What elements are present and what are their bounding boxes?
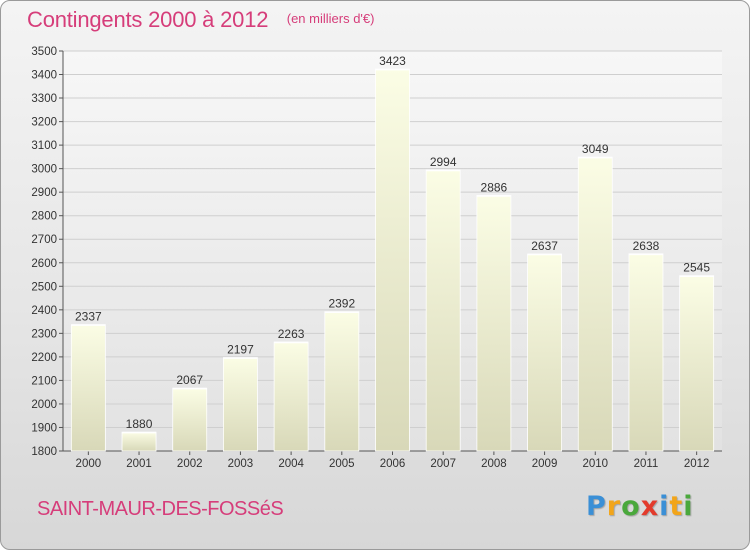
y-tick-label: 2400 [31,305,57,317]
y-tick-label: 2700 [31,234,57,246]
bar-2001 [121,431,157,452]
bar-2000 [70,324,106,452]
data-label-2003: 2197 [227,343,254,357]
bar-2010 [577,156,613,452]
bar-2002 [172,387,208,452]
y-tick-label: 2200 [31,352,57,364]
y-tick-label: 2100 [31,375,57,387]
y-tick-label: 3500 [31,46,57,58]
y-tick-label: 2600 [31,258,57,270]
x-tick-label-2010: 2010 [582,458,608,470]
bar-2006 [375,68,410,452]
data-label-2008: 2886 [481,180,508,194]
data-label-2002: 2067 [176,373,203,387]
bar-2009 [527,253,562,452]
brand-letter: i [659,491,670,522]
data-label-2006: 3423 [379,54,406,68]
data-label-2007: 2994 [430,155,457,169]
bar-2004 [273,341,309,452]
bar-2011 [628,253,664,452]
data-labels: 2337 1880 2067 2197 2263 2392 3423 2994 2886 2637… [75,54,710,431]
x-tick-label-2003: 2003 [228,458,254,470]
data-label-2011: 2638 [633,239,660,253]
bar-2005 [324,311,360,452]
data-label-2009: 2637 [531,239,558,253]
brand-logo: Proxiti [586,491,694,522]
title-row: Contingents 2000 à 2012 (en milliers d'€… [27,7,374,33]
data-label-2010: 3049 [582,142,609,156]
commune-name: SAINT-MAUR-DES-FOSSéS [37,498,284,520]
y-tick-label: 2000 [31,399,57,411]
brand-letter: r [606,491,622,522]
x-tick-label-2002: 2002 [177,458,203,470]
x-tick-label-2001: 2001 [126,458,152,470]
y-tick-label: 3200 [31,117,57,129]
chart-title: Contingents 2000 à 2012 [27,7,269,32]
brand-letter: x [640,491,660,522]
data-label-2000: 2337 [75,310,102,324]
data-label-2004: 2263 [278,327,305,341]
x-tick-label-2011: 2011 [634,458,659,470]
x-tick-label-2008: 2008 [481,458,507,470]
y-tick-label: 3100 [31,140,57,152]
chart-subtitle: (en milliers d'€) [286,11,375,26]
y-tick-label: 2300 [31,328,57,340]
y-tick-label: 1900 [31,422,57,434]
x-tick-label-2006: 2006 [380,458,406,470]
data-label-2001: 1880 [126,417,153,431]
brand-letter: t [669,491,684,522]
y-tick-label: 3400 [31,70,57,82]
x-tick-label-2009: 2009 [532,458,558,470]
x-tick-label-2007: 2007 [430,458,456,470]
brand-letter: P [586,491,607,522]
bars [70,68,715,452]
brand-letter: o [621,491,641,522]
data-label-2012: 2545 [683,261,710,275]
y-tick-label: 2900 [31,187,57,199]
y-tick-label: 1800 [31,446,57,458]
brand-letter: i [683,491,694,522]
bar-2003 [223,357,258,452]
bar-2007 [425,169,461,452]
x-tick-label-2005: 2005 [329,458,355,470]
x-tick-label-2012: 2012 [684,458,710,470]
bar-2008 [476,195,512,452]
x-tick-label-2000: 2000 [76,458,102,470]
y-tick-label: 3000 [31,164,57,176]
x-tick-label-2004: 2004 [278,458,304,470]
data-label-2005: 2392 [328,297,355,311]
y-tick-label: 3300 [31,93,57,105]
bar-2012 [679,275,715,452]
y-tick-label: 2800 [31,211,57,223]
y-tick-label: 2500 [31,281,57,293]
